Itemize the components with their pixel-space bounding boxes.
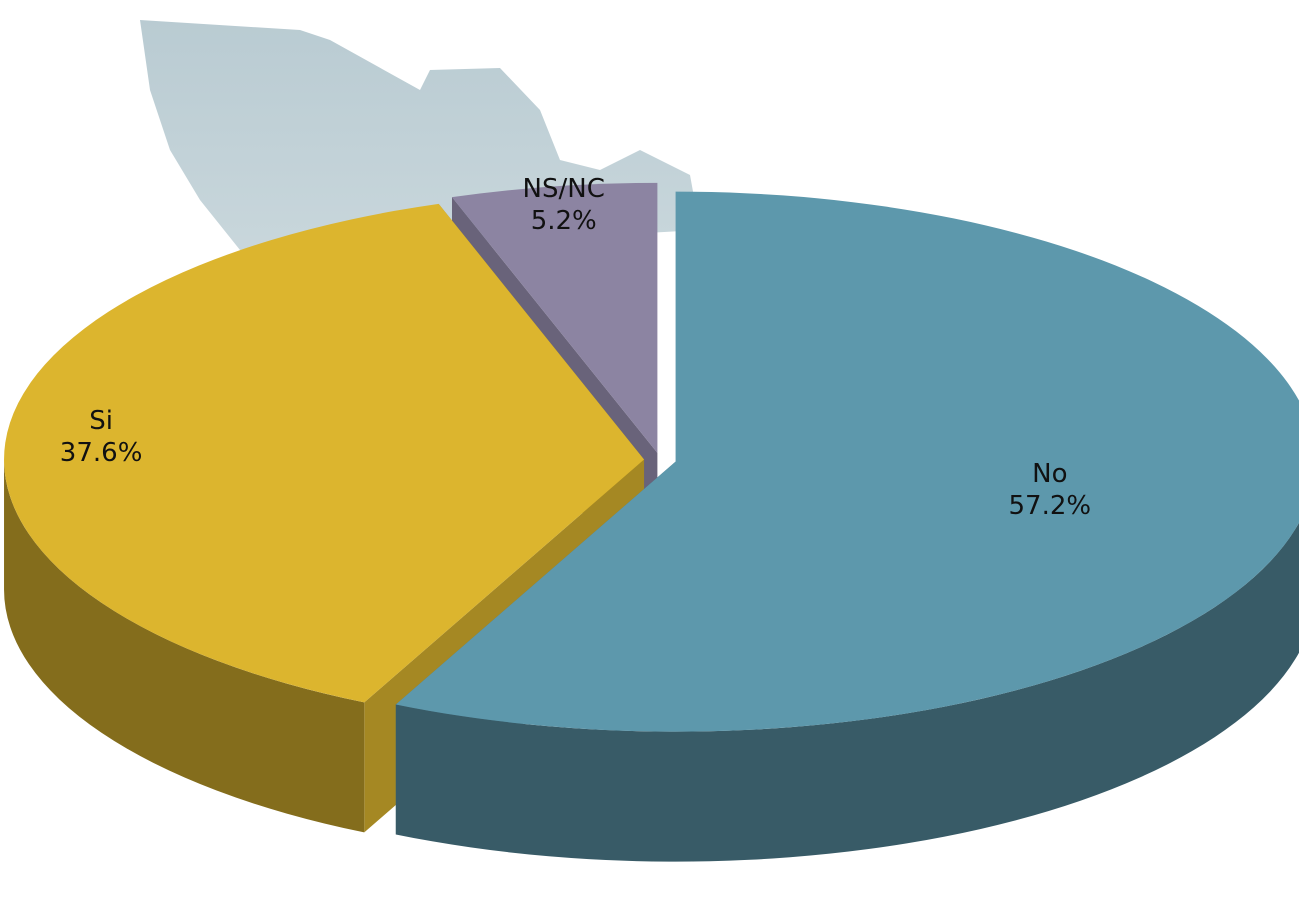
value-label: 57.2% [1009, 491, 1092, 521]
category-label: Si [89, 406, 113, 436]
slice-side [4, 459, 365, 833]
slice-label: Si 37.6% [60, 406, 143, 468]
slice-label: NS/NC 5.2% [523, 174, 605, 236]
slice-label: No 57.2% [1009, 459, 1092, 521]
slice-side [395, 522, 1299, 862]
slice [395, 191, 1299, 732]
category-label: NS/NC [523, 174, 605, 204]
slice [451, 182, 658, 453]
category-label: No [1032, 459, 1067, 489]
value-label: 5.2% [531, 206, 597, 236]
value-label: 37.6% [60, 438, 143, 468]
slice [4, 203, 645, 703]
